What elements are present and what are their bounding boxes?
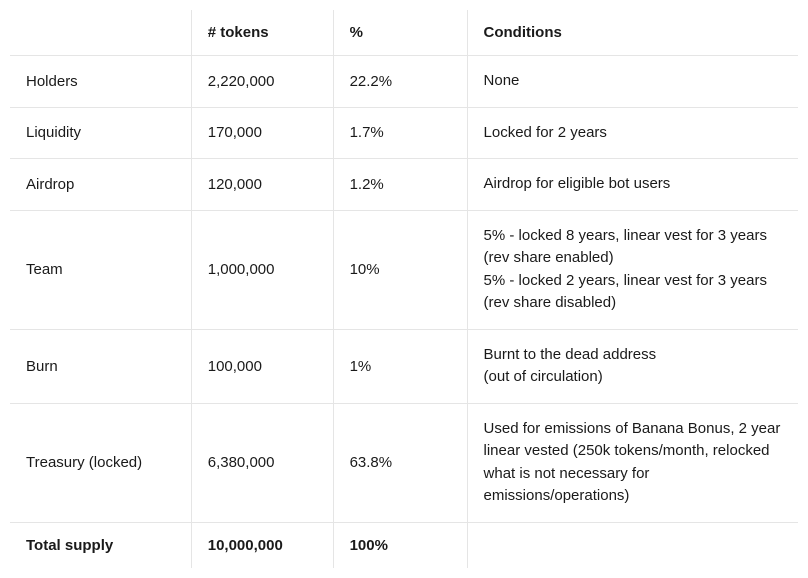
row-conditions: Used for emissions of Banana Bonus, 2 ye… xyxy=(467,403,798,522)
col-header-tokens: # tokens xyxy=(191,10,333,56)
row-tokens: 170,000 xyxy=(191,107,333,159)
row-conditions: Airdrop for eligible bot users xyxy=(467,159,798,211)
row-label: Team xyxy=(10,210,191,329)
row-label: Burn xyxy=(10,329,191,403)
row-label: Airdrop xyxy=(10,159,191,211)
row-conditions: 5% - locked 8 years, linear vest for 3 y… xyxy=(467,210,798,329)
row-tokens: 2,220,000 xyxy=(191,56,333,108)
row-percent: 1% xyxy=(333,329,467,403)
col-header-conditions: Conditions xyxy=(467,10,798,56)
row-percent: 1.7% xyxy=(333,107,467,159)
row-label: Liquidity xyxy=(10,107,191,159)
table-row: Liquidity 170,000 1.7% Locked for 2 year… xyxy=(10,107,798,159)
col-header-percent: % xyxy=(333,10,467,56)
table-row: Team 1,000,000 10% 5% - locked 8 years, … xyxy=(10,210,798,329)
row-conditions: Burnt to the dead address (out of circul… xyxy=(467,329,798,403)
table-row: Holders 2,220,000 22.2% None xyxy=(10,56,798,108)
col-header-label xyxy=(10,10,191,56)
row-label: Treasury (locked) xyxy=(10,403,191,522)
row-tokens: 120,000 xyxy=(191,159,333,211)
table-row: Airdrop 120,000 1.2% Airdrop for eligibl… xyxy=(10,159,798,211)
row-percent: 10% xyxy=(333,210,467,329)
row-tokens: 6,380,000 xyxy=(191,403,333,522)
row-tokens: 100,000 xyxy=(191,329,333,403)
row-percent: 22.2% xyxy=(333,56,467,108)
row-percent: 1.2% xyxy=(333,159,467,211)
row-tokens: 1,000,000 xyxy=(191,210,333,329)
table-row: Burn 100,000 1% Burnt to the dead addres… xyxy=(10,329,798,403)
row-percent: 63.8% xyxy=(333,403,467,522)
token-distribution-table: # tokens % Conditions Holders 2,220,000 … xyxy=(10,10,798,568)
table-header-row: # tokens % Conditions xyxy=(10,10,798,56)
row-conditions: None xyxy=(467,56,798,108)
row-conditions: Locked for 2 years xyxy=(467,107,798,159)
table-row: Treasury (locked) 6,380,000 63.8% Used f… xyxy=(10,403,798,522)
row-label: Holders xyxy=(10,56,191,108)
